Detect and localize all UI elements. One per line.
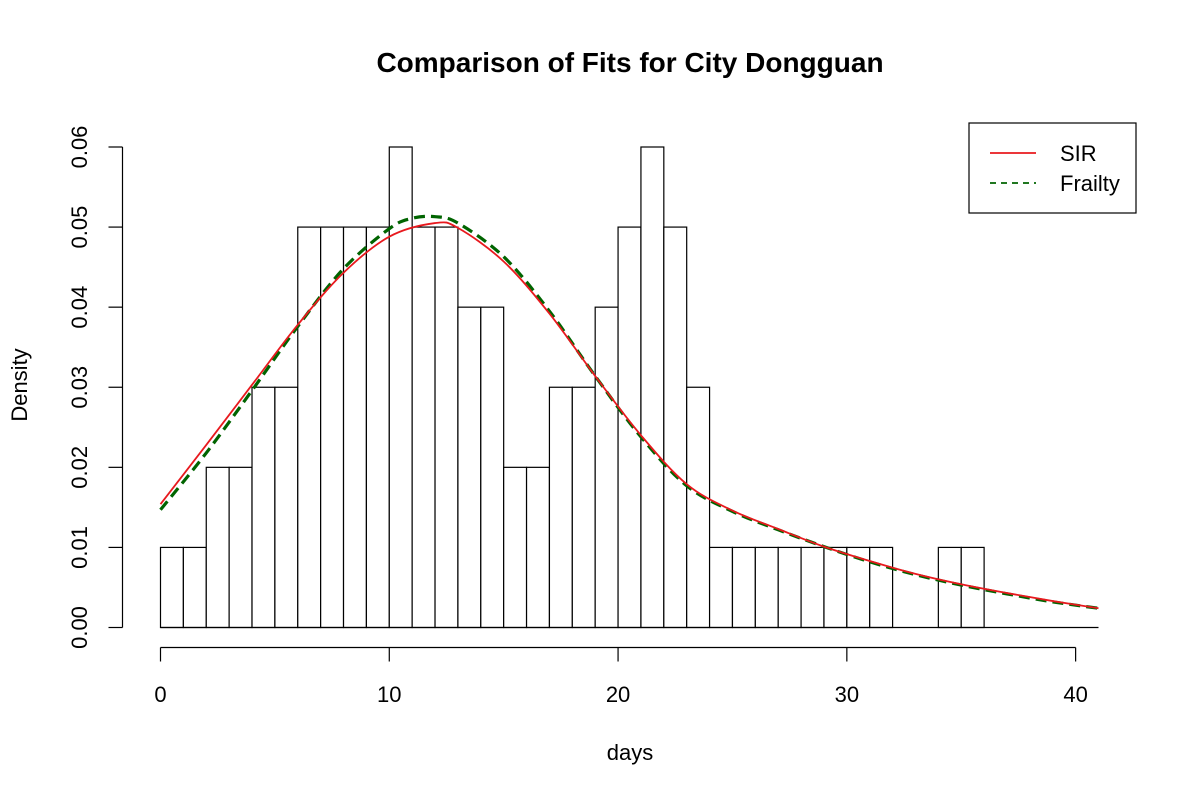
histogram-bar [365,226,390,629]
histogram-bar [594,306,619,629]
histogram-bar [754,546,779,629]
x-tick-label: 0 [154,682,166,707]
histogram-bar [640,146,665,629]
histogram-bar [159,546,184,629]
x-tick-label: 40 [1063,682,1087,707]
histogram-bar [503,466,528,629]
histogram-bar [548,386,573,629]
x-tick-label: 20 [606,682,630,707]
x-tick-label: 30 [835,682,859,707]
histogram-bar [434,226,459,629]
y-tick-label: 0.06 [67,126,92,169]
histogram-bar [525,466,551,629]
histogram-bar [457,306,482,629]
y-axis-label: Density [7,348,32,421]
curve-sir [159,221,1099,610]
x-axis: 0 10 20 30 40 [154,646,1088,707]
y-tick-label: 0.04 [67,286,92,329]
histogram-bar [342,226,368,629]
histogram-bar [297,226,322,629]
histogram-bar [663,226,688,629]
histogram-bar [777,546,802,629]
legend: SIR Frailty [968,122,1137,214]
legend-sir-label: SIR [1060,141,1097,166]
y-tick-label: 0.03 [67,366,92,409]
histogram-bar [228,466,253,629]
histogram-bars [159,146,1099,629]
chart-title: Comparison of Fits for City Dongguan [376,47,883,78]
histogram-bar [571,386,596,629]
legend-box [968,122,1137,214]
histogram-bar [731,546,756,629]
histogram-bar [388,146,413,629]
y-tick-label: 0.05 [67,206,92,249]
histogram-bar [800,546,825,629]
legend-frailty-label: Frailty [1060,171,1120,196]
fit-curves [159,214,1099,610]
y-tick-label: 0.00 [67,606,92,649]
x-axis-label: days [607,740,653,765]
histogram-bar [823,546,848,629]
x-tick-label: 10 [377,682,401,707]
histogram-bar [182,546,207,629]
histogram-bar [411,226,436,629]
histogram-bar [869,546,894,629]
y-tick-label: 0.01 [67,526,92,569]
histogram-bar [480,306,505,629]
histogram-bar [205,466,230,629]
histogram-bar [617,226,642,629]
histogram-bar [708,546,734,629]
histogram-bar [251,386,276,629]
histogram-bar [320,226,345,629]
y-axis: 0.00 0.01 0.02 0.03 0.04 0.05 0.06 [67,126,124,649]
histogram-bar [274,386,299,629]
histogram-bar [686,386,711,629]
histogram-bar [937,546,962,629]
y-tick-label: 0.02 [67,446,92,489]
